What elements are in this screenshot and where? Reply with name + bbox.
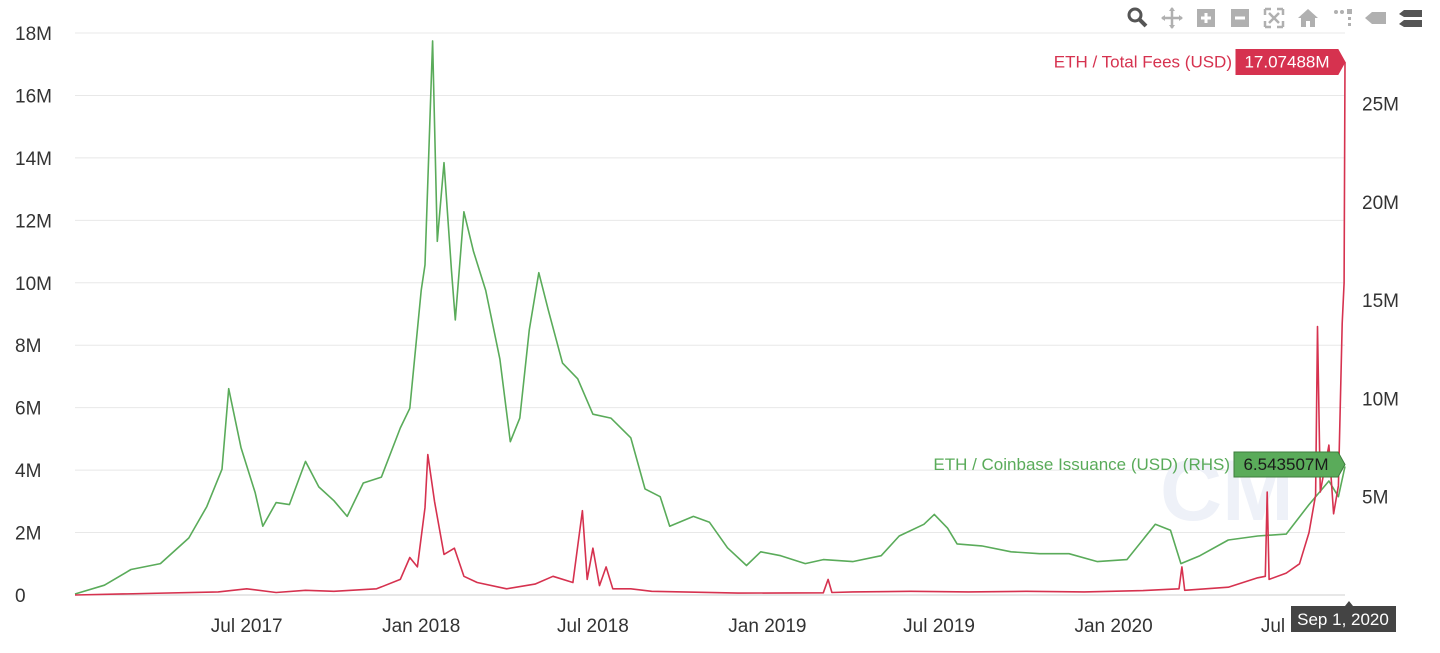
y-right-tick-25M: 25M <box>1362 95 1399 116</box>
y-left-tick-12M: 12M <box>15 211 52 232</box>
spike-lines-icon[interactable] <box>1330 6 1354 30</box>
series-line-total-fees[interactable] <box>74 61 1346 596</box>
y-left-tick-2M: 2M <box>15 524 41 545</box>
hover-date-text: Sep 1, 2020 <box>1297 610 1389 629</box>
series-lines[interactable] <box>74 40 1346 596</box>
reset-axes-icon[interactable] <box>1296 6 1320 30</box>
y-left-tick-14M: 14M <box>15 149 52 170</box>
y-left-tick-18M: 18M <box>15 24 52 45</box>
y-left-tick-0: 0 <box>15 586 26 607</box>
hover-compare-icon[interactable] <box>1398 6 1422 30</box>
series-line-coinbase-issuance[interactable] <box>74 40 1346 595</box>
y-left-tick-8M: 8M <box>15 336 41 357</box>
hover-value: 6.543507M <box>1243 455 1328 474</box>
x-tick-jul-2017: Jul 2017 <box>211 616 283 637</box>
hover-value: 17.07488M <box>1244 53 1329 72</box>
hover-labels: 6.543507M ETH / Coinbase Issuance (USD) (… <box>933 49 1396 632</box>
zoom-out-icon[interactable] <box>1228 6 1252 30</box>
y-axis-right: 5M 10M 15M 20M 25M <box>1362 95 1399 509</box>
hover-box <box>1233 451 1346 478</box>
hover-series-name: ETH / Total Fees (USD) <box>1054 53 1232 72</box>
hover-label-total-fees: 17.07488M ETH / Total Fees (USD) <box>1054 49 1346 76</box>
y-left-tick-4M: 4M <box>15 461 41 482</box>
y-axis-left: 0 2M 4M 6M 8M 10M 12M 14M 16M 18M <box>15 24 52 607</box>
y-right-tick-5M: 5M <box>1362 488 1388 509</box>
zoom-in-icon[interactable] <box>1194 6 1218 30</box>
hover-date-box <box>1291 601 1396 632</box>
hover-label-coinbase-issuance: 6.543507M ETH / Coinbase Issuance (USD) (… <box>933 451 1346 478</box>
x-tick-jul-2019: Jul 2019 <box>903 616 975 637</box>
hover-box <box>1235 49 1346 76</box>
gridlines <box>75 32 1345 596</box>
y-left-tick-6M: 6M <box>15 399 41 420</box>
hover-series-name: ETH / Coinbase Issuance (USD) (RHS) <box>933 455 1230 474</box>
y-left-tick-16M: 16M <box>15 86 52 107</box>
y-left-tick-10M: 10M <box>15 274 52 295</box>
y-right-tick-10M: 10M <box>1362 389 1399 410</box>
x-tick-jan-2020: Jan 2020 <box>1074 616 1152 637</box>
x-axis: Jul 2017 Jan 2018 Jul 2018 Jan 2019 Jul 2019… <box>211 616 1312 637</box>
hover-closest-icon[interactable] <box>1364 6 1388 30</box>
autoscale-icon[interactable] <box>1262 6 1286 30</box>
modebar <box>1126 6 1422 30</box>
y-right-tick-15M: 15M <box>1362 291 1399 312</box>
x-tick-jan-2019: Jan 2019 <box>728 616 806 637</box>
pan-icon[interactable] <box>1160 6 1184 30</box>
zoom-icon[interactable] <box>1126 6 1150 30</box>
x-tick-jan-2018: Jan 2018 <box>382 616 460 637</box>
hover-date-label: Sep 1, 2020 <box>1291 601 1396 632</box>
y-right-tick-20M: 20M <box>1362 193 1399 214</box>
x-tick-jul-2018: Jul 2018 <box>557 616 629 637</box>
